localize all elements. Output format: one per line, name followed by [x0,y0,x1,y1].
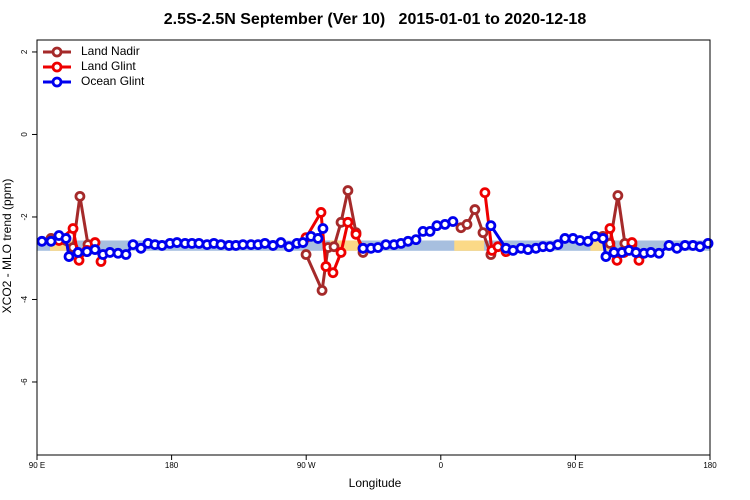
data-point [469,204,481,215]
x-axis-label: Longitude [349,476,402,490]
data-point [127,239,139,251]
x-tick-label: 180 [703,461,717,470]
y-tick-label: 2 [20,49,29,54]
data-point [120,249,132,260]
data-point [317,223,329,234]
data-point [297,237,309,248]
chart-title: 2.5S-2.5N September (Ver 10) 2015-01-01 … [164,11,587,28]
data-point [335,247,347,258]
data-point [582,235,594,247]
data-point [702,237,714,249]
x-tick-label: 90 E [29,461,45,470]
data-point [461,218,473,230]
plot-frame [36,39,711,456]
land-band [590,240,610,251]
data-point [424,226,436,237]
legend-label: Land Glint [81,59,136,73]
data-point [604,223,616,234]
data-point [63,251,75,262]
data-point [431,220,443,232]
legend-marker [51,76,63,88]
land-band [330,240,361,251]
data-point [597,233,609,244]
data-point [45,235,57,247]
data-point [67,223,79,234]
series-line [58,192,641,276]
data-point [135,242,147,254]
legend-marker [51,46,63,58]
land-band [50,240,75,251]
legend-label: Ocean Glint [81,74,145,88]
data-point [300,249,312,260]
data-point [653,247,665,259]
x-tick-label: 90 W [297,461,316,470]
data-point [72,247,84,258]
data-point [552,239,564,251]
x-tick-label: 90 E [567,461,583,470]
data-point [315,207,327,218]
data-point [485,220,497,232]
data-point [74,190,86,202]
data-point [410,234,422,246]
land-band [454,240,485,251]
data-point [312,233,324,244]
y-tick-label: -4 [20,295,29,303]
data-point [89,244,101,255]
y-tick-label: -2 [20,213,29,221]
y-tick-label: 0 [20,132,29,137]
data-point [36,235,48,247]
y-tick-label: -6 [20,378,29,386]
legend-label: Land Nadir [81,44,140,58]
data-point [447,216,459,227]
data-point [342,185,354,196]
x-tick-label: 180 [165,461,179,470]
x-tick-label: 0 [439,461,444,470]
data-point [327,267,339,279]
data-point [612,190,624,201]
data-point [320,261,332,272]
data-point [316,285,328,296]
data-point [328,241,340,253]
y-axis-label: XCO2 - MLO trend (ppm) [0,179,14,314]
data-point [342,216,354,228]
data-point [477,227,489,239]
data-point [600,251,612,262]
data-point [193,237,205,249]
data-point [479,187,491,199]
series-line [50,190,633,296]
data-point [60,233,72,244]
data-point [275,237,287,248]
legend-marker [51,61,63,73]
data-point [350,228,362,240]
